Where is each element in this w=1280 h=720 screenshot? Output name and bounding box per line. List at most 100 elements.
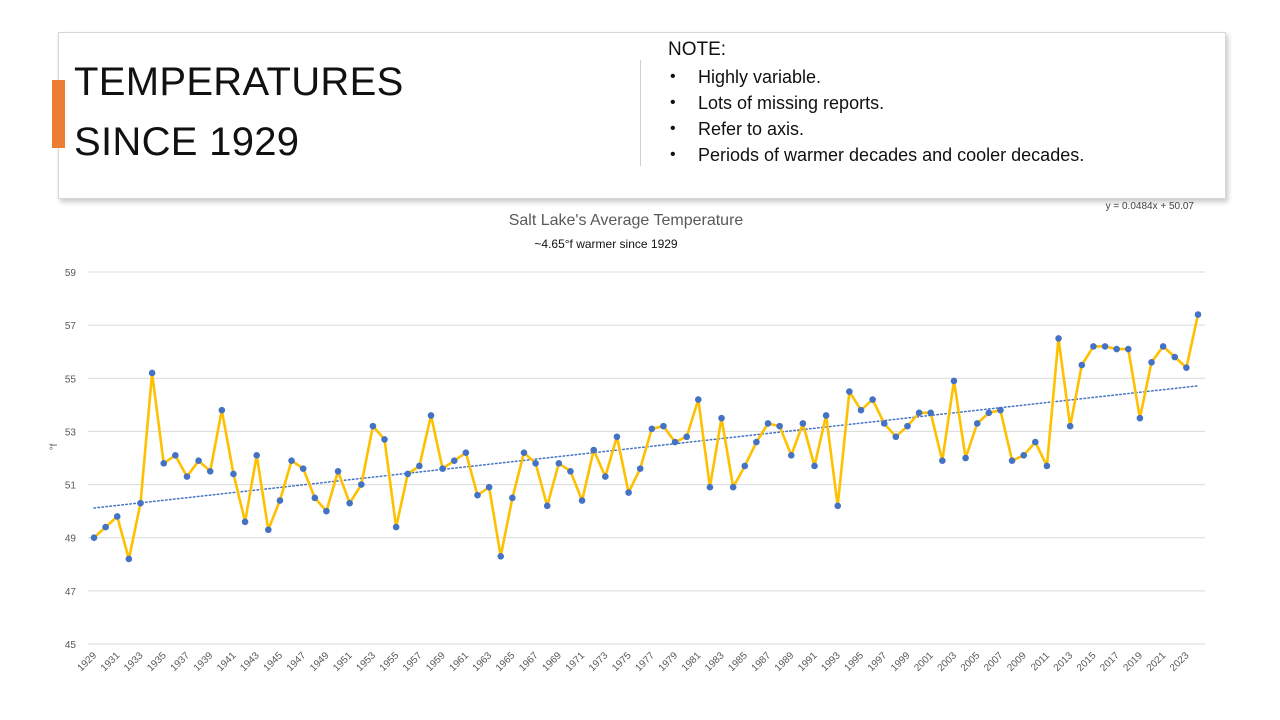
x-tick-labels: 1929 1931 1933 1935 1937 1939 1941 1943 1945 1947… bbox=[76, 650, 1192, 674]
data-point bbox=[1113, 345, 1120, 353]
data-point bbox=[590, 446, 598, 454]
data-point bbox=[904, 422, 911, 430]
y-tick-labels: 45 47 49 51 53 55 57 59 bbox=[65, 268, 77, 651]
data-point bbox=[811, 462, 818, 470]
y-tick-label: 59 bbox=[65, 268, 77, 279]
data-point bbox=[1183, 364, 1190, 371]
temperature-series-line bbox=[93, 314, 1200, 561]
x-tick-label: 1973 bbox=[587, 650, 611, 674]
data-point bbox=[729, 483, 737, 491]
data-point bbox=[718, 414, 725, 422]
data-point bbox=[323, 507, 330, 515]
x-tick-label: 1985 bbox=[726, 650, 750, 674]
data-point bbox=[218, 406, 226, 414]
x-tick-label: 1961 bbox=[447, 650, 471, 674]
data-point bbox=[357, 481, 365, 488]
data-point bbox=[137, 499, 144, 507]
y-tick-label: 53 bbox=[65, 427, 77, 438]
data-point bbox=[636, 465, 644, 472]
x-tick-label: 2021 bbox=[1145, 650, 1169, 674]
data-point bbox=[183, 473, 191, 480]
y-tick-label: 47 bbox=[65, 587, 77, 598]
data-point bbox=[799, 420, 807, 427]
data-point bbox=[787, 452, 795, 459]
data-point bbox=[241, 518, 249, 526]
x-tick-label: 1939 bbox=[192, 650, 216, 674]
note-item: Refer to axis. bbox=[668, 118, 1084, 144]
data-point bbox=[613, 433, 621, 441]
note-heading: NOTE: bbox=[668, 39, 727, 60]
slide-title-line-1: TEMPERATURES bbox=[74, 60, 404, 104]
data-point-markers bbox=[90, 311, 1202, 563]
data-point bbox=[427, 412, 435, 419]
x-tick-label: 2005 bbox=[959, 650, 983, 674]
data-point bbox=[1043, 462, 1051, 470]
x-tick-label: 2007 bbox=[982, 650, 1006, 674]
data-point bbox=[462, 449, 470, 456]
slide-title-line-2: SINCE 1929 bbox=[74, 120, 300, 164]
data-point bbox=[927, 409, 935, 417]
chart-title: Salt Lake's Average Temperature bbox=[509, 212, 744, 229]
x-tick-label: 1951 bbox=[331, 650, 355, 674]
trendline-equation: y = 0.0484x + 50.07 bbox=[1105, 201, 1194, 212]
data-point bbox=[950, 377, 958, 385]
data-point bbox=[869, 396, 876, 403]
note-item: Lots of missing reports. bbox=[668, 92, 1084, 118]
y-tick-label: 55 bbox=[65, 374, 77, 385]
data-point bbox=[416, 462, 423, 470]
data-point bbox=[1171, 353, 1179, 361]
y-tick-label: 51 bbox=[65, 481, 77, 492]
note-list: Highly variable. Lots of missing reports… bbox=[668, 66, 1084, 170]
data-point bbox=[520, 449, 528, 456]
data-point bbox=[741, 462, 749, 470]
x-tick-label: 1971 bbox=[564, 650, 588, 674]
x-tick-label: 1931 bbox=[99, 650, 123, 674]
data-point bbox=[1194, 311, 1202, 318]
x-tick-label: 2023 bbox=[1168, 650, 1192, 674]
data-point bbox=[543, 502, 551, 510]
data-point bbox=[439, 465, 446, 472]
data-point bbox=[497, 553, 505, 560]
data-point bbox=[346, 499, 353, 507]
data-point bbox=[311, 494, 319, 502]
data-point bbox=[334, 467, 342, 475]
data-point bbox=[1008, 457, 1016, 464]
data-point bbox=[822, 412, 830, 419]
data-point bbox=[985, 409, 993, 417]
x-tick-label: 1967 bbox=[517, 650, 541, 674]
data-point bbox=[288, 457, 295, 464]
data-point bbox=[404, 470, 412, 478]
data-point bbox=[102, 523, 109, 531]
data-point bbox=[915, 409, 923, 417]
data-point bbox=[846, 388, 853, 395]
y-axis-label: °f bbox=[49, 443, 60, 450]
x-tick-label: 2015 bbox=[1075, 650, 1099, 674]
data-point bbox=[450, 457, 458, 464]
x-tick-label: 1999 bbox=[889, 650, 913, 674]
data-point bbox=[578, 497, 586, 504]
x-tick-label: 1959 bbox=[424, 650, 448, 674]
data-point bbox=[1090, 343, 1097, 350]
y-tick-label: 49 bbox=[65, 534, 77, 545]
x-tick-label: 1953 bbox=[355, 650, 379, 674]
data-point bbox=[90, 534, 98, 542]
x-tick-label: 2019 bbox=[1122, 650, 1146, 674]
data-point bbox=[265, 526, 272, 534]
x-tick-label: 2013 bbox=[1052, 650, 1076, 674]
x-tick-label: 2003 bbox=[936, 650, 960, 674]
x-tick-label: 1937 bbox=[169, 650, 193, 674]
data-point bbox=[172, 452, 179, 459]
data-point bbox=[369, 422, 377, 430]
x-tick-label: 2011 bbox=[1029, 650, 1052, 673]
x-tick-label: 2017 bbox=[1098, 650, 1122, 674]
x-tick-label: 1947 bbox=[285, 650, 309, 674]
data-point bbox=[1136, 414, 1144, 422]
data-point bbox=[602, 473, 609, 480]
data-point bbox=[880, 420, 888, 427]
x-tick-label: 1979 bbox=[657, 650, 681, 674]
chart-subtitle: ~4.65°f warmer since 1929 bbox=[534, 237, 678, 251]
data-point bbox=[230, 470, 237, 478]
data-point bbox=[1159, 343, 1167, 350]
x-tick-label: 1965 bbox=[494, 650, 518, 674]
data-point bbox=[276, 497, 284, 504]
